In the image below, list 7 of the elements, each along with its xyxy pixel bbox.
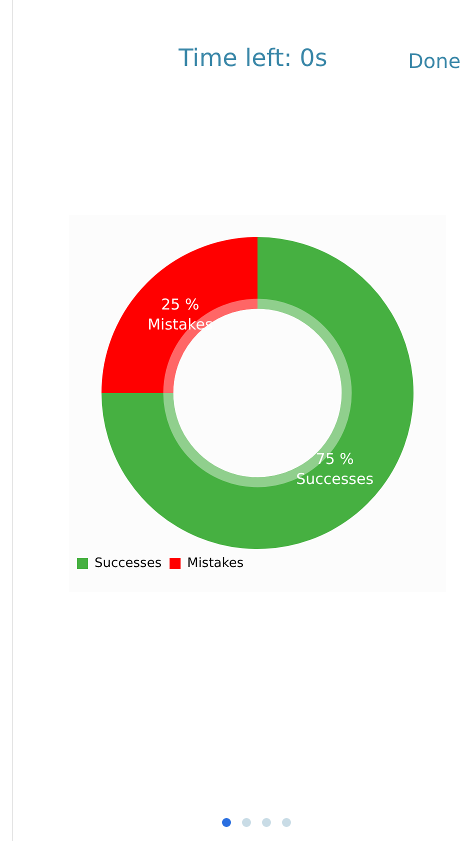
text: Done <box>408 49 461 73</box>
text: Time left: 0s <box>178 44 328 72</box>
legend-label: Successes <box>94 556 162 571</box>
data-label: 25 % <box>161 296 200 314</box>
data-label: 75 % <box>316 450 354 468</box>
slice-label: Successes <box>296 470 374 488</box>
legend-label: Mistakes <box>187 556 244 571</box>
